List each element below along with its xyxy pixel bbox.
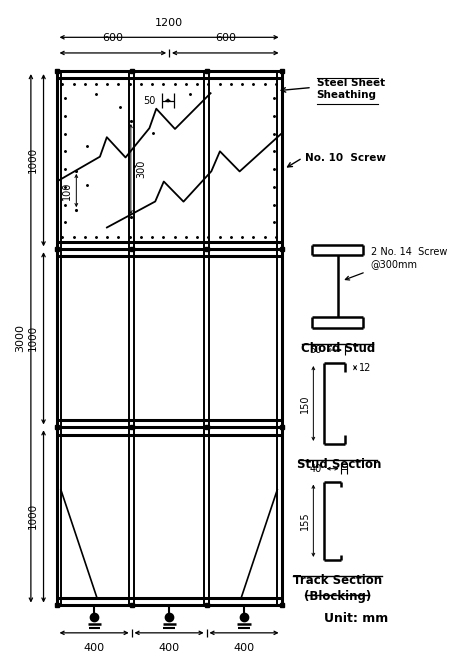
Text: 1200: 1200 [155, 18, 183, 28]
Text: 600: 600 [102, 33, 123, 43]
Text: 50: 50 [309, 345, 321, 355]
Text: 400: 400 [83, 643, 105, 653]
Text: 155: 155 [300, 511, 310, 530]
Text: 40: 40 [309, 464, 321, 474]
Text: 12: 12 [359, 363, 371, 372]
Text: 400: 400 [234, 643, 255, 653]
Text: Unit: mm: Unit: mm [324, 612, 389, 625]
Text: Chord Stud: Chord Stud [301, 342, 375, 355]
Text: 400: 400 [158, 643, 180, 653]
Text: 600: 600 [215, 33, 236, 43]
Text: No. 10  Screw: No. 10 Screw [305, 153, 386, 163]
Text: 1000: 1000 [28, 503, 38, 530]
Text: 300: 300 [137, 160, 146, 178]
Text: 1000: 1000 [28, 147, 38, 173]
Text: 3000: 3000 [15, 324, 25, 352]
Text: Track Section
(Blocking): Track Section (Blocking) [292, 574, 382, 603]
Text: Steel Sheet
Sheathing: Steel Sheet Sheathing [317, 78, 385, 100]
Text: 50: 50 [144, 95, 156, 105]
Text: 1000: 1000 [28, 325, 38, 351]
Text: Stud Section: Stud Section [297, 458, 381, 471]
Text: 2 No. 14  Screw
@300mm: 2 No. 14 Screw @300mm [371, 247, 447, 268]
Text: 150: 150 [300, 394, 310, 413]
Text: 100: 100 [62, 182, 72, 199]
